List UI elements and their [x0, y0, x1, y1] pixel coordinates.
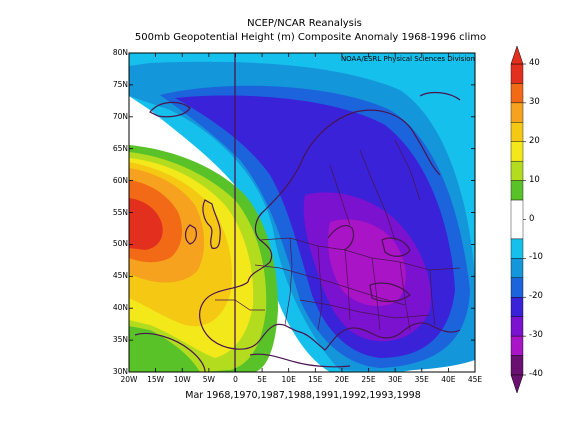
lon-tick-label: 15W	[147, 375, 165, 384]
lat-tick-label: 40N	[112, 303, 128, 313]
colorbar-swatch	[510, 316, 524, 337]
lat-tick-label: 60N	[112, 175, 128, 185]
colorbar-swatch	[510, 199, 524, 240]
colorbar-label: -30	[529, 330, 543, 341]
colorbar	[510, 45, 526, 394]
country-borders	[215, 139, 461, 331]
map-title: NCEP/NCAR Reanalysis	[247, 18, 362, 29]
colorbar-swatch	[510, 297, 524, 317]
lat-tick-label: 65N	[112, 143, 128, 153]
colorbar-label: 40	[529, 58, 540, 68]
colorbar-label: 20	[529, 135, 540, 146]
colorbar-swatch	[510, 160, 524, 181]
colorbar-swatch	[510, 122, 524, 142]
lon-tick-label: 5W	[202, 375, 215, 384]
lon-tick-label: 45E	[467, 375, 483, 384]
contour-neg30	[328, 219, 406, 307]
lon-tick-label: 0	[233, 375, 238, 384]
axis-ticks	[128, 52, 476, 373]
colorbar-label: -20	[529, 291, 543, 302]
lat-tick-label: 50N	[112, 239, 128, 249]
colorbar-label: -10	[529, 252, 543, 263]
colorbar-swatch	[510, 141, 524, 162]
colorbar-label: 30	[529, 96, 540, 107]
composite-caption: Mar 1968,1970,1987,1988,1991,1992,1993,1…	[185, 390, 421, 401]
lat-tick-label: 45N	[112, 271, 128, 281]
colorbar-swatch	[510, 355, 524, 376]
colorbar-top-arrow	[510, 45, 524, 65]
lon-tick-label: 30E	[387, 375, 403, 384]
lon-tick-label: 10E	[281, 375, 296, 384]
coastlines	[134, 91, 461, 372]
lon-tick-label: 20W	[120, 375, 138, 384]
colorbar-swatch	[510, 277, 524, 298]
lon-tick-label: 20E	[334, 375, 350, 384]
colorbar-swatch	[510, 180, 524, 201]
lat-tick-label: 30N	[112, 367, 128, 376]
colorbar-swatch	[510, 83, 524, 104]
map-subtitle: 500mb Geopotential Height (m) Composite …	[134, 32, 487, 43]
colorbar-swatch	[510, 63, 524, 84]
lat-tick-label: 55N	[112, 207, 128, 217]
lon-tick-label: 10W	[173, 375, 191, 384]
lat-tick-label: 35N	[112, 335, 128, 345]
lon-tick-label: 5E	[257, 375, 267, 384]
lat-tick-label: 75N	[112, 79, 128, 89]
lon-tick-label: 15E	[308, 375, 323, 384]
colorbar-swatch	[510, 238, 524, 259]
contour-pos35	[129, 198, 163, 250]
colorbar-swatch	[510, 102, 524, 123]
lat-tick-label: 70N	[112, 111, 128, 121]
lon-tick-label: 40E	[441, 375, 456, 384]
colorbar-label: 10	[529, 174, 540, 185]
colorbar-swatch	[510, 258, 524, 279]
contour-fields	[129, 53, 475, 372]
lon-tick-label: 25E	[361, 375, 376, 384]
colorbar-label: -40	[529, 369, 543, 379]
colorbar-label: 0	[529, 213, 535, 224]
colorbar-swatch	[510, 335, 524, 356]
lat-tick-label: 80N	[112, 48, 128, 57]
credit-label: NOAA/ESRL Physical Sciences Division	[340, 55, 475, 63]
colorbar-bottom-arrow	[510, 374, 524, 394]
lon-tick-label: 35E	[414, 375, 429, 384]
